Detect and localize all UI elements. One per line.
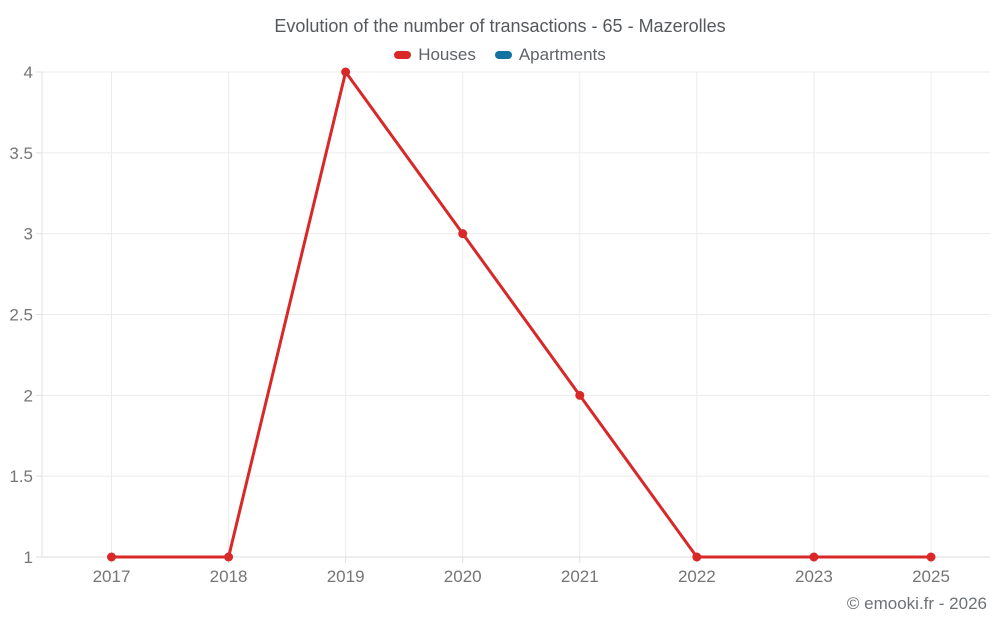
x-tick-label-2021: 2021 — [561, 567, 599, 586]
legend-item-houses[interactable]: Houses — [394, 45, 476, 65]
y-tick-label-2: 2 — [24, 386, 33, 405]
chart-title: Evolution of the number of transactions … — [274, 16, 726, 36]
houses-data-point-2022[interactable] — [692, 552, 702, 562]
x-tick-label-2025: 2025 — [912, 567, 950, 586]
y-tick-label-1: 1 — [24, 548, 33, 567]
houses-data-point-2025[interactable] — [926, 552, 936, 562]
houses-data-point-2019[interactable] — [341, 67, 351, 77]
houses-data-point-2018[interactable] — [224, 552, 234, 562]
houses-legend-label: Houses — [418, 45, 476, 64]
x-tick-label-2022: 2022 — [678, 567, 716, 586]
x-tick-label-2018: 2018 — [210, 567, 248, 586]
legend-item-apartments[interactable]: Apartments — [494, 45, 606, 65]
houses-data-point-2023[interactable] — [809, 552, 819, 562]
houses-series-line — [110, 70, 933, 559]
apartments-legend-swatch-icon — [494, 51, 512, 59]
houses-data-point-2020[interactable] — [458, 229, 468, 239]
y-tick-label-3: 3 — [24, 225, 33, 244]
houses-legend-swatch-icon — [394, 51, 412, 59]
apartments-legend-label: Apartments — [518, 45, 606, 64]
y-tick-label-4: 4 — [24, 63, 33, 82]
y-tick-label-2.5: 2.5 — [9, 306, 33, 325]
x-tick-label-2019: 2019 — [327, 567, 365, 586]
houses-data-point-2017[interactable] — [107, 552, 116, 562]
copyright-text: © emooki.fr - 2026 — [846, 594, 987, 613]
x-tick-label-2023: 2023 — [795, 567, 833, 586]
legend: Houses Apartments — [0, 45, 1000, 65]
y-tick-label-3.5: 3.5 — [9, 144, 33, 163]
x-tick-label-2017: 2017 — [93, 567, 131, 586]
houses-data-point-2021[interactable] — [575, 390, 585, 400]
x-tick-label-2020: 2020 — [444, 567, 482, 586]
y-tick-label-1.5: 1.5 — [9, 467, 33, 486]
